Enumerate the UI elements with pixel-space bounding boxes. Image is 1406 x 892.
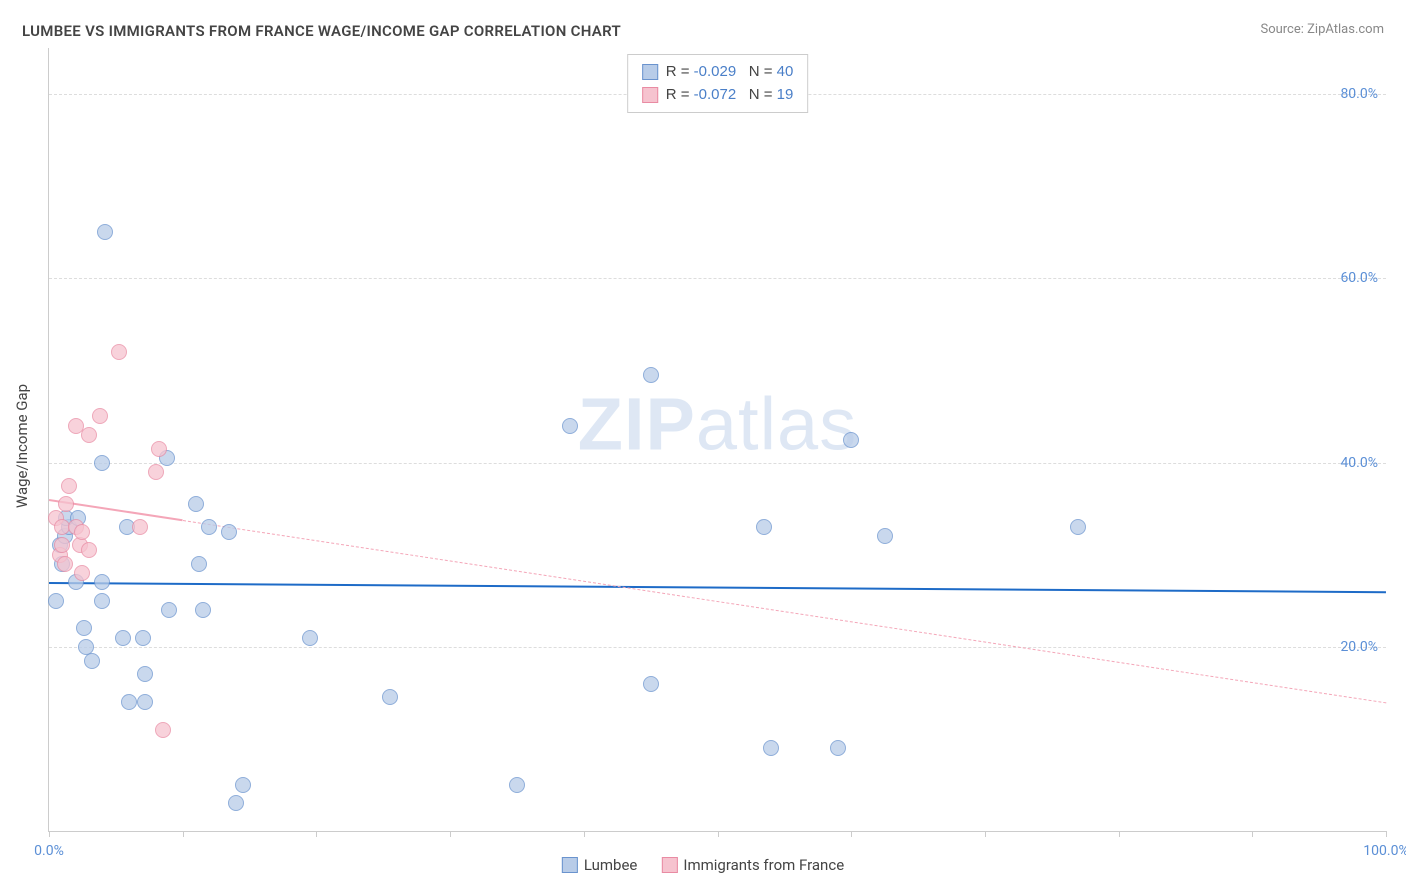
gridline	[49, 463, 1386, 464]
scatter-point	[191, 556, 207, 572]
x-tick	[985, 831, 986, 837]
x-tick	[1119, 831, 1120, 837]
scatter-point	[151, 441, 167, 457]
scatter-point	[643, 676, 659, 692]
scatter-point	[121, 694, 137, 710]
scatter-point	[84, 653, 100, 669]
scatter-point	[509, 777, 525, 793]
gridline	[49, 647, 1386, 648]
stats-legend-box: R = -0.029 N = 40R = -0.072 N = 19	[627, 54, 809, 113]
legend-label: Immigrants from France	[683, 856, 844, 874]
legend-swatch	[661, 857, 677, 873]
scatter-point	[111, 344, 127, 360]
scatter-point	[61, 478, 77, 494]
x-tick-label: 0.0%	[34, 843, 64, 859]
scatter-point	[763, 740, 779, 756]
scatter-point	[137, 694, 153, 710]
y-tick-label: 40.0%	[1340, 455, 1378, 471]
stats-row: R = -0.029 N = 40	[642, 61, 794, 84]
scatter-point	[94, 593, 110, 609]
scatter-point	[58, 496, 74, 512]
x-tick	[584, 831, 585, 837]
scatter-point	[115, 630, 131, 646]
legend-label: Lumbee	[584, 856, 638, 874]
legend-item: Immigrants from France	[661, 856, 844, 874]
gridline	[49, 278, 1386, 279]
x-tick	[450, 831, 451, 837]
x-tick	[183, 831, 184, 837]
scatter-point	[756, 519, 772, 535]
scatter-point	[221, 524, 237, 540]
scatter-point	[57, 556, 73, 572]
scatter-point	[155, 722, 171, 738]
y-tick-label: 20.0%	[1340, 639, 1378, 655]
stats-row: R = -0.072 N = 19	[642, 84, 794, 107]
scatter-point	[195, 602, 211, 618]
scatter-point	[94, 455, 110, 471]
legend-swatch	[562, 857, 578, 873]
scatter-point	[562, 418, 578, 434]
scatter-point	[74, 524, 90, 540]
scatter-point	[74, 565, 90, 581]
scatter-point	[76, 620, 92, 636]
plot-area: ZIPatlas 20.0%40.0%60.0%80.0%0.0%100.0%R…	[48, 48, 1386, 832]
x-tick	[49, 831, 50, 837]
scatter-point	[135, 630, 151, 646]
scatter-point	[81, 542, 97, 558]
source-attribution: Source: ZipAtlas.com	[1260, 22, 1384, 37]
legend-swatch	[642, 64, 658, 80]
scatter-point	[48, 593, 64, 609]
scatter-point	[843, 432, 859, 448]
chart-title: LUMBEE VS IMMIGRANTS FROM FRANCE WAGE/IN…	[22, 22, 621, 40]
scatter-point	[643, 367, 659, 383]
x-tick	[851, 831, 852, 837]
scatter-point	[302, 630, 318, 646]
stats-text: R = -0.072 N = 19	[666, 84, 794, 107]
scatter-point	[1070, 519, 1086, 535]
y-axis-title: Wage/Income Gap	[13, 384, 31, 508]
scatter-point	[81, 427, 97, 443]
scatter-point	[97, 224, 113, 240]
legend-item: Lumbee	[562, 856, 638, 874]
scatter-point	[137, 666, 153, 682]
scatter-point	[148, 464, 164, 480]
scatter-point	[877, 528, 893, 544]
scatter-point	[830, 740, 846, 756]
scatter-point	[94, 574, 110, 590]
x-tick-label: 100.0%	[1363, 843, 1406, 859]
scatter-point	[54, 537, 70, 553]
scatter-point	[92, 408, 108, 424]
x-tick	[316, 831, 317, 837]
regression-line-1	[49, 582, 1386, 593]
y-tick-label: 80.0%	[1340, 86, 1378, 102]
x-tick	[1252, 831, 1253, 837]
watermark: ZIPatlas	[578, 381, 857, 466]
bottom-legend: Lumbee Immigrants from France	[562, 856, 844, 874]
scatter-point	[161, 602, 177, 618]
scatter-point	[235, 777, 251, 793]
x-tick	[1386, 831, 1387, 837]
y-tick-label: 60.0%	[1340, 270, 1378, 286]
scatter-point	[132, 519, 148, 535]
scatter-point	[382, 689, 398, 705]
scatter-point	[228, 795, 244, 811]
legend-swatch	[642, 87, 658, 103]
regression-line-2-dashed	[183, 520, 1386, 703]
stats-text: R = -0.029 N = 40	[666, 61, 794, 84]
scatter-point	[201, 519, 217, 535]
scatter-point	[188, 496, 204, 512]
x-tick	[718, 831, 719, 837]
